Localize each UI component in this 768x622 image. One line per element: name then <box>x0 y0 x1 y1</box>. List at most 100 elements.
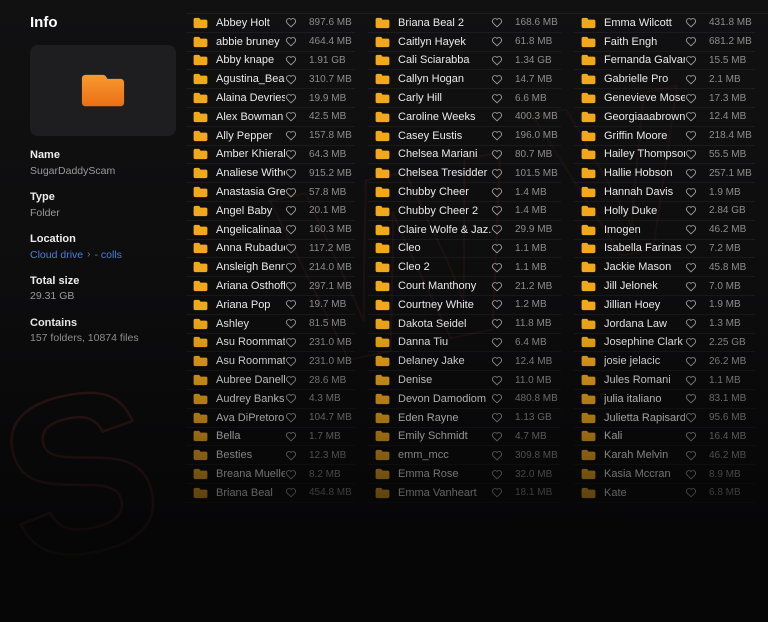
heart-outline-icon[interactable] <box>685 242 698 254</box>
folder-row[interactable]: Audrey Banks 4.3 MB <box>186 390 355 409</box>
folder-row[interactable]: Breana Mueller 8.2 MB <box>186 465 355 484</box>
folder-row[interactable]: Griffin Moore 218.4 MB <box>574 127 755 146</box>
heart-outline-icon[interactable] <box>285 430 298 442</box>
folder-row[interactable]: Imogen 46.2 MB <box>574 221 755 240</box>
heart-outline-icon[interactable] <box>491 54 504 66</box>
heart-outline-icon[interactable] <box>685 167 698 179</box>
heart-outline-icon[interactable] <box>285 393 298 405</box>
folder-row[interactable]: Ava DiPretoro 104.7 MB <box>186 409 355 428</box>
folder-row[interactable]: Georgiaaabrownnn 12.4 MB <box>574 108 755 127</box>
heart-outline-icon[interactable] <box>491 393 504 405</box>
folder-row[interactable]: abbie bruney 464.4 MB <box>186 33 355 52</box>
heart-outline-icon[interactable] <box>685 224 698 236</box>
heart-outline-icon[interactable] <box>685 261 698 273</box>
heart-outline-icon[interactable] <box>491 468 504 480</box>
folder-row[interactable]: Carly Hill 6.6 MB <box>368 89 561 108</box>
heart-outline-icon[interactable] <box>491 374 504 386</box>
folder-row[interactable]: Jill Jelonek 7.0 MB <box>574 277 755 296</box>
folder-row[interactable]: Chubby Cheer 1.4 MB <box>368 183 561 202</box>
folder-row[interactable]: Ansleigh Bennett 214.0 MB <box>186 258 355 278</box>
folder-row[interactable]: Emma Wilcott 431.8 MB <box>574 14 755 33</box>
heart-outline-icon[interactable] <box>285 336 298 348</box>
heart-outline-icon[interactable] <box>285 17 298 29</box>
heart-outline-icon[interactable] <box>285 92 298 104</box>
folder-row[interactable]: Jillian Hoey 1.9 MB <box>574 296 755 315</box>
folder-row[interactable]: Angel Baby 20.1 MB <box>186 202 355 221</box>
folder-row[interactable]: Caroline Weeks 400.3 MB <box>368 108 561 127</box>
heart-outline-icon[interactable] <box>685 374 698 386</box>
folder-row[interactable]: Cleo 2 1.1 MB <box>368 258 561 278</box>
heart-outline-icon[interactable] <box>685 130 698 142</box>
folder-row[interactable]: Cali Sciarabba 1.34 GB <box>368 52 561 71</box>
folder-row[interactable]: Court Manthony 21.2 MB <box>368 277 561 296</box>
heart-outline-icon[interactable] <box>685 73 698 85</box>
folder-row[interactable]: Amber Khieralla 64.3 MB <box>186 146 355 165</box>
folder-row[interactable]: Gabrielle Pro 2.1 MB <box>574 70 755 90</box>
heart-outline-icon[interactable] <box>285 449 298 461</box>
folder-row[interactable]: Jordana Law 1.3 MB <box>574 315 755 334</box>
heart-outline-icon[interactable] <box>491 336 504 348</box>
folder-row[interactable]: Cleo 1.1 MB <box>368 240 561 259</box>
heart-outline-icon[interactable] <box>285 54 298 66</box>
folder-row[interactable]: julia italiano 83.1 MB <box>574 390 755 409</box>
folder-row[interactable]: Asu Roommates 231.0 MB <box>186 334 355 353</box>
folder-row[interactable]: Aubree Danelle 28.6 MB <box>186 371 355 390</box>
folder-row[interactable]: Danna Tiu 6.4 MB <box>368 334 561 353</box>
folder-row[interactable]: Angelicalinaa 160.3 MB <box>186 221 355 240</box>
folder-row[interactable]: Callyn Hogan 14.7 MB <box>368 70 561 90</box>
folder-row[interactable]: Abbey Holt 897.6 MB <box>186 14 355 33</box>
heart-outline-icon[interactable] <box>491 205 504 217</box>
folder-row[interactable]: Jules Romani 1.1 MB <box>574 371 755 390</box>
folder-row[interactable]: Denise 11.0 MB <box>368 371 561 390</box>
folder-row[interactable]: emm_mcc 309.8 MB <box>368 446 561 466</box>
folder-row[interactable]: Ariana Osthoff 297.1 MB <box>186 277 355 296</box>
heart-outline-icon[interactable] <box>285 374 298 386</box>
folder-row[interactable]: Analiese Witherell 915.2 MB <box>186 164 355 184</box>
folder-row[interactable]: Emma Rose 32.0 MB <box>368 465 561 484</box>
folder-row[interactable]: Kasia Mccran 8.9 MB <box>574 465 755 484</box>
heart-outline-icon[interactable] <box>685 92 698 104</box>
heart-outline-icon[interactable] <box>685 336 698 348</box>
heart-outline-icon[interactable] <box>285 186 298 198</box>
folder-row[interactable]: josie jelacic 26.2 MB <box>574 352 755 372</box>
heart-outline-icon[interactable] <box>491 167 504 179</box>
heart-outline-icon[interactable] <box>285 355 298 367</box>
folder-row[interactable]: Devon Damodiom 480.8 MB <box>368 390 561 409</box>
folder-row[interactable]: Hannah Davis 1.9 MB <box>574 183 755 202</box>
folder-row[interactable]: Anastasia Green 57.8 MB <box>186 183 355 202</box>
folder-row[interactable]: Chubby Cheer 2 1.4 MB <box>368 202 561 221</box>
folder-row[interactable]: Claire Wolfe & Jaz... 29.9 MB <box>368 221 561 240</box>
heart-outline-icon[interactable] <box>285 224 298 236</box>
heart-outline-icon[interactable] <box>685 449 698 461</box>
folder-row[interactable]: Briana Beal 454.8 MB <box>186 484 355 503</box>
heart-outline-icon[interactable] <box>685 17 698 29</box>
folder-row[interactable]: Josephine Clark 2.25 GB <box>574 334 755 353</box>
folder-row[interactable]: Courtney White 1.2 MB <box>368 296 561 315</box>
folder-row[interactable]: Genevieve Moses 17.3 MB <box>574 89 755 108</box>
folder-row[interactable]: Emma Vanheart 18.1 MB <box>368 484 561 503</box>
heart-outline-icon[interactable] <box>285 412 298 424</box>
heart-outline-icon[interactable] <box>285 205 298 217</box>
heart-outline-icon[interactable] <box>685 54 698 66</box>
folder-row[interactable]: Hailey Thompson 55.5 MB <box>574 146 755 165</box>
heart-outline-icon[interactable] <box>491 449 504 461</box>
folder-row[interactable]: Alaina Devries 19.9 MB <box>186 89 355 108</box>
heart-outline-icon[interactable] <box>285 487 298 499</box>
folder-row[interactable]: Casey Eustis 196.0 MB <box>368 127 561 146</box>
heart-outline-icon[interactable] <box>285 242 298 254</box>
folder-row[interactable]: Hallie Hobson 257.1 MB <box>574 164 755 184</box>
heart-outline-icon[interactable] <box>491 487 504 499</box>
folder-row[interactable]: Holly Duke 2.84 GB <box>574 202 755 221</box>
heart-outline-icon[interactable] <box>285 280 298 292</box>
heart-outline-icon[interactable] <box>491 430 504 442</box>
folder-row[interactable]: Caitlyn Hayek 61.8 MB <box>368 33 561 52</box>
folder-row[interactable]: Julietta Rapisarda 95.6 MB <box>574 409 755 428</box>
folder-row[interactable]: Kali 16.4 MB <box>574 428 755 447</box>
folder-row[interactable]: Emily Schmidt 4.7 MB <box>368 428 561 447</box>
heart-outline-icon[interactable] <box>685 280 698 292</box>
folder-row[interactable]: Anna Rubadue 117.2 MB <box>186 240 355 259</box>
heart-outline-icon[interactable] <box>491 318 504 330</box>
folder-row[interactable]: Chelsea Tresidder 101.5 MB <box>368 164 561 184</box>
folder-row[interactable]: Dakota Seidel 11.8 MB <box>368 315 561 334</box>
folder-row[interactable]: Jackie Mason 45.8 MB <box>574 258 755 278</box>
